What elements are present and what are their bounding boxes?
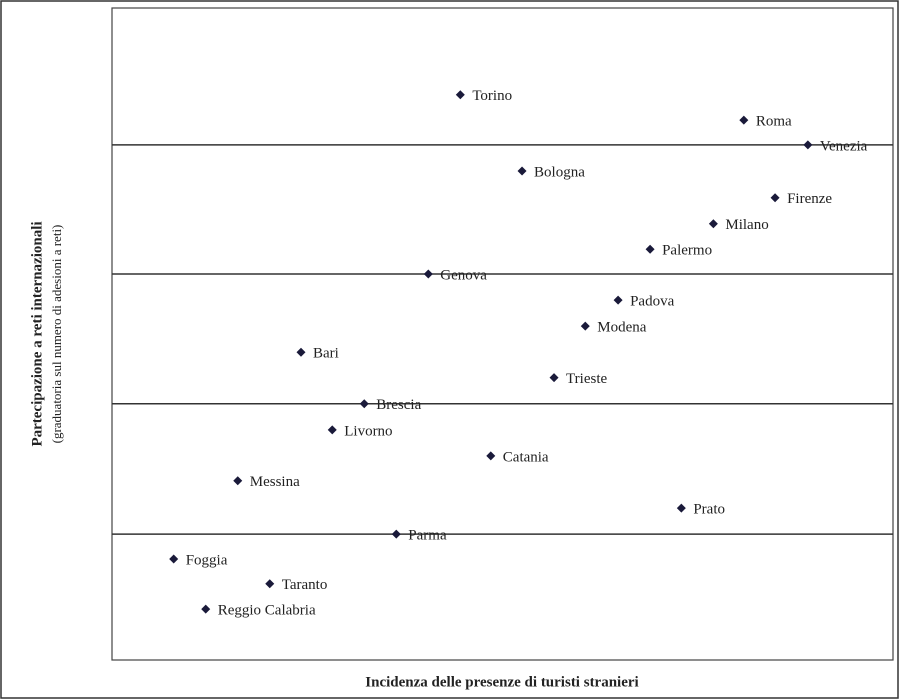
point (359, 399, 369, 409)
point-label: Catania (503, 449, 549, 465)
point-label: Bologna (534, 164, 585, 180)
point-label: Padova (630, 294, 675, 310)
point (739, 115, 749, 125)
point (169, 554, 179, 564)
point (455, 90, 465, 100)
point-label: Parma (408, 528, 447, 544)
y-axis-subtitle: (graduatoria sul numero di adesioni a re… (49, 225, 64, 444)
point (327, 425, 337, 435)
point-label: Venezia (820, 138, 868, 154)
plot-area (111, 7, 894, 661)
point (803, 140, 813, 150)
point (676, 503, 686, 513)
point (770, 193, 780, 203)
point-label: Taranto (282, 577, 328, 593)
point (517, 166, 527, 176)
point (391, 529, 401, 539)
point (486, 451, 496, 461)
point (233, 476, 243, 486)
point (708, 219, 718, 229)
point (580, 321, 590, 331)
point-label: Bari (313, 346, 339, 362)
point-label: Torino (472, 88, 512, 104)
point-label: Roma (756, 114, 792, 130)
point-label: Trieste (566, 371, 607, 387)
point-label: Brescia (376, 397, 421, 413)
point-label: Reggio Calabria (218, 603, 316, 619)
point-label: Messina (250, 474, 300, 490)
x-axis-title: Incidenza delle presenze di turisti stra… (365, 674, 638, 690)
point-label: Firenze (787, 191, 832, 207)
point-label: Prato (693, 502, 725, 518)
point-label: Milano (725, 217, 768, 233)
point (423, 269, 433, 279)
point (296, 347, 306, 357)
y-axis-title: Partecipazione a reti internazionali (29, 221, 45, 446)
point-label: Genova (440, 267, 487, 283)
point (265, 579, 275, 589)
point (549, 373, 559, 383)
point-label: Palermo (662, 243, 712, 259)
point (201, 604, 211, 614)
point (645, 244, 655, 254)
point-label: Foggia (186, 552, 228, 568)
point-label: Modena (597, 320, 646, 336)
point (613, 295, 623, 305)
point-label: Livorno (344, 423, 392, 439)
